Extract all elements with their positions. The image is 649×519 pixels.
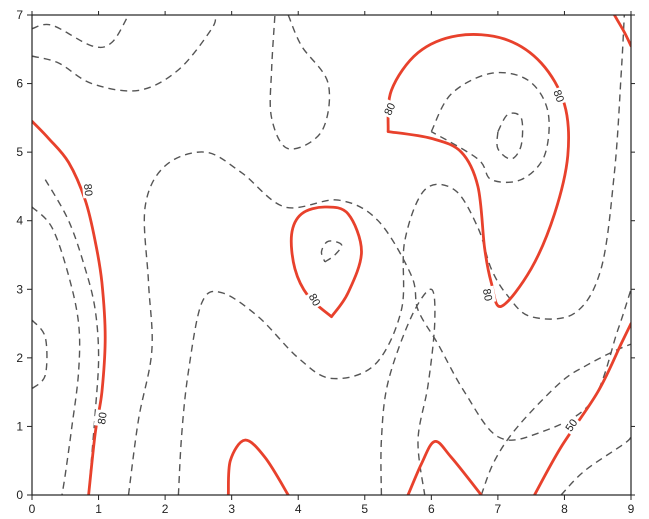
dashed-contour-line-6 bbox=[177, 15, 625, 495]
dashed-contour-line-4 bbox=[32, 319, 48, 390]
contour-label-group-1: 80 bbox=[93, 409, 110, 427]
x-tick-label: 8 bbox=[561, 502, 568, 516]
x-tick-label: 1 bbox=[95, 502, 102, 516]
contour-label: 80 bbox=[550, 88, 565, 104]
contour-label-backdrop bbox=[379, 98, 399, 119]
contour-label-group-5: 80 bbox=[480, 285, 497, 304]
x-tick-label: 3 bbox=[228, 502, 235, 516]
y-tick-label: 4 bbox=[16, 214, 23, 228]
y-tick-label: 2 bbox=[16, 351, 23, 365]
x-tick-label: 5 bbox=[361, 502, 368, 516]
y-tick-label: 3 bbox=[16, 282, 23, 296]
highlight-contour-line-14 bbox=[32, 119, 107, 495]
dashed-contour-line-9 bbox=[560, 436, 631, 495]
contour-label-backdrop bbox=[550, 86, 569, 106]
y-tick-label: 0 bbox=[16, 488, 23, 502]
x-tick-label: 7 bbox=[495, 502, 502, 516]
highlight-contour-line-18 bbox=[406, 440, 483, 495]
contour-label: 80 bbox=[382, 101, 398, 117]
dashed-contour-line-10 bbox=[269, 15, 331, 150]
highlight-contour-line-20 bbox=[613, 15, 631, 48]
contour-label-group-3: 80 bbox=[379, 98, 399, 119]
dashed-contour-line-8 bbox=[480, 343, 631, 495]
contour-label-group-6: 50 bbox=[560, 414, 581, 436]
x-tick-label: 0 bbox=[29, 502, 36, 516]
contour-label: 80 bbox=[480, 288, 494, 302]
contour-label-group-4: 80 bbox=[550, 86, 569, 106]
highlight-contour-line-19 bbox=[533, 322, 631, 495]
y-tick-label: 5 bbox=[16, 145, 23, 159]
highlight-contour-line-16 bbox=[386, 33, 571, 308]
y-tick-label: 1 bbox=[16, 419, 23, 433]
contour-label-backdrop bbox=[560, 414, 581, 436]
contour-label-backdrop bbox=[305, 289, 325, 310]
contour-label-group-2: 80 bbox=[305, 289, 325, 310]
contour-label: 50 bbox=[563, 417, 580, 434]
dashed-contour-line-1 bbox=[32, 15, 217, 92]
dashed-contour-line-0 bbox=[32, 15, 130, 49]
contour-label-backdrop bbox=[81, 181, 97, 199]
contour-label-backdrop bbox=[480, 285, 497, 304]
dashed-contour-line-11 bbox=[320, 240, 343, 263]
dashed-contour-line-13 bbox=[496, 112, 524, 160]
highlight-contour-line-15 bbox=[289, 205, 363, 319]
y-tick-label: 6 bbox=[16, 77, 23, 91]
contour-label-backdrop bbox=[93, 409, 109, 427]
y-tick-label: 7 bbox=[16, 8, 23, 22]
contour-label: 80 bbox=[306, 292, 323, 309]
contour-label: 80 bbox=[96, 411, 110, 425]
axes: 0 1 2 3 4 5 6 7 8 9 0 1 2 3 4 5 6 7 bbox=[16, 8, 635, 516]
contour-label-group-0: 80 bbox=[81, 181, 97, 199]
contour-label: 80 bbox=[81, 183, 94, 196]
x-tick-label: 9 bbox=[628, 502, 635, 516]
dashed-contour-line-3 bbox=[32, 206, 81, 495]
dashed-contour-line-7 bbox=[380, 288, 436, 495]
dashed-contour-line-2 bbox=[44, 179, 100, 495]
dashed-contour-line-12 bbox=[430, 71, 550, 184]
x-tick-label: 4 bbox=[295, 502, 302, 516]
plot-frame bbox=[31, 14, 632, 496]
x-tick-label: 2 bbox=[162, 502, 169, 516]
dashed-contour-line-5 bbox=[127, 151, 631, 495]
contour-label-layer: 80 80 80 80 80 80 50 bbox=[81, 86, 581, 436]
contour-layer bbox=[32, 15, 631, 495]
highlight-contour-line-17 bbox=[226, 438, 290, 495]
x-tick-label: 6 bbox=[428, 502, 435, 516]
